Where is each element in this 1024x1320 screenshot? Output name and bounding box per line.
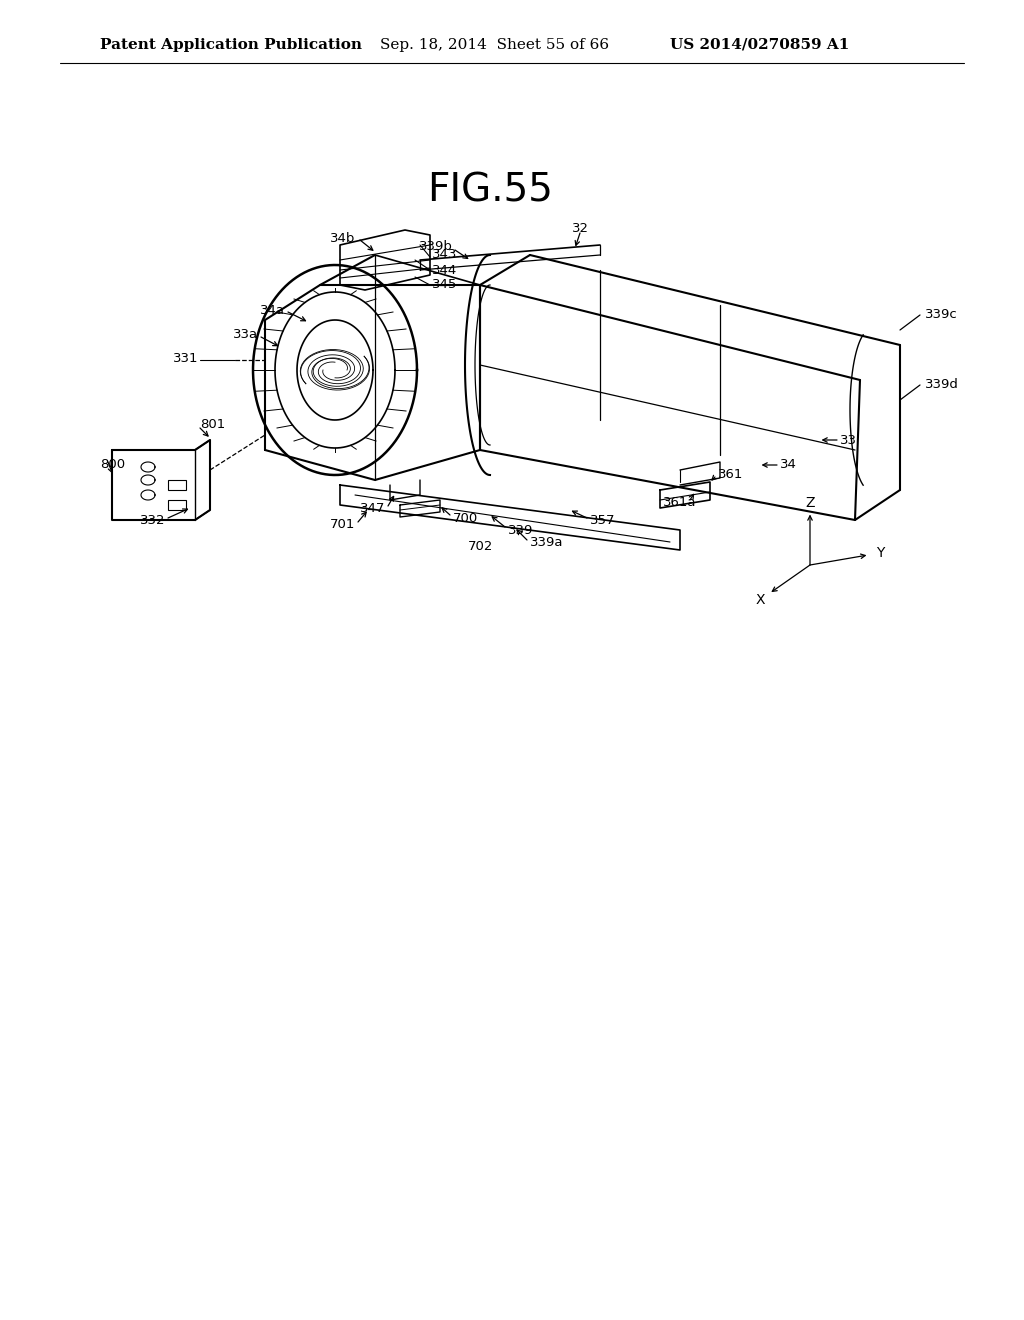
Text: Sep. 18, 2014  Sheet 55 of 66: Sep. 18, 2014 Sheet 55 of 66 bbox=[380, 38, 609, 51]
Text: 339a: 339a bbox=[530, 536, 563, 549]
Text: 345: 345 bbox=[432, 279, 458, 292]
Text: 32: 32 bbox=[571, 222, 589, 235]
Text: 361: 361 bbox=[718, 469, 743, 482]
Text: 332: 332 bbox=[139, 513, 165, 527]
Text: 339b: 339b bbox=[419, 240, 453, 253]
Text: 339: 339 bbox=[508, 524, 534, 536]
Bar bbox=[168, 500, 186, 510]
Text: 339d: 339d bbox=[925, 379, 958, 392]
Text: 34: 34 bbox=[780, 458, 797, 471]
Text: 361a: 361a bbox=[664, 495, 696, 508]
Text: 700: 700 bbox=[453, 511, 478, 524]
Text: 34b: 34b bbox=[330, 231, 355, 244]
Text: 701: 701 bbox=[330, 517, 355, 531]
Text: X: X bbox=[756, 593, 765, 607]
Text: 344: 344 bbox=[432, 264, 458, 276]
Text: 33a: 33a bbox=[232, 329, 258, 342]
Text: 801: 801 bbox=[200, 418, 225, 432]
Text: FIG.55: FIG.55 bbox=[427, 172, 553, 209]
Text: Patent Application Publication: Patent Application Publication bbox=[100, 38, 362, 51]
Bar bbox=[168, 480, 186, 490]
Text: Y: Y bbox=[876, 546, 884, 560]
Text: 331: 331 bbox=[172, 351, 198, 364]
Text: 357: 357 bbox=[590, 513, 615, 527]
Text: 800: 800 bbox=[100, 458, 125, 471]
Text: 347: 347 bbox=[359, 502, 385, 515]
Text: 702: 702 bbox=[468, 540, 494, 553]
Text: 33: 33 bbox=[840, 433, 857, 446]
Text: Z: Z bbox=[805, 496, 815, 510]
Text: 34a: 34a bbox=[260, 304, 285, 317]
Text: 343: 343 bbox=[432, 248, 458, 261]
Text: 339c: 339c bbox=[925, 309, 957, 322]
Text: US 2014/0270859 A1: US 2014/0270859 A1 bbox=[670, 38, 849, 51]
